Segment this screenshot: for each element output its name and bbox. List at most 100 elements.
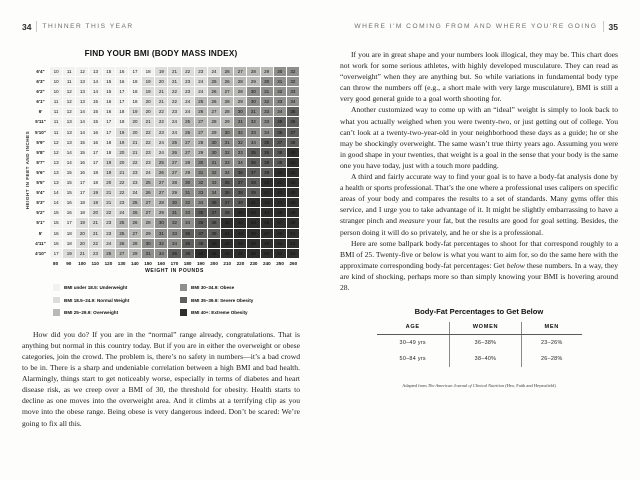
- bmi-cell: 34: [233, 156, 248, 168]
- bmi-cell: 37: [220, 197, 235, 209]
- bmi-cell: 23: [88, 247, 103, 259]
- bmi-cell: 28: [233, 86, 248, 98]
- bmi-cell: 22: [154, 106, 169, 118]
- bmi-cell: 19: [141, 76, 156, 88]
- bmi-cell: 47: [259, 227, 274, 239]
- bmi-cell: 43: [233, 227, 248, 239]
- bmi-cell: 27: [141, 197, 156, 209]
- bmi-cell: 35: [193, 207, 208, 219]
- bmi-weight-tick: 200: [210, 260, 218, 266]
- bmi-cell: 26: [193, 106, 208, 118]
- bmi-cell: 24: [167, 126, 182, 138]
- bmi-height-label: 5'6": [36, 169, 45, 175]
- bmi-cell: 31: [272, 76, 287, 88]
- bmi-cell: 30: [259, 76, 274, 88]
- bmi-cell: 32: [206, 166, 222, 179]
- bmi-cell: 18: [127, 76, 143, 88]
- bmi-cell: 17: [127, 65, 143, 78]
- bmi-cell: 16: [101, 96, 116, 108]
- legend-swatch-icon: [179, 283, 188, 292]
- bmi-cell: 34: [285, 96, 301, 108]
- left-body-text: How did you do? If you are in the “norma…: [22, 329, 300, 429]
- bmi-cell: 15: [101, 76, 116, 88]
- bmi-cell: 16: [48, 227, 64, 239]
- bmi-weight-tick: 140: [130, 260, 139, 266]
- paragraph-part: your fat, but the results are good for g…: [340, 216, 618, 237]
- bmi-cell: 46: [246, 237, 261, 249]
- bmi-cell: 21: [167, 76, 182, 88]
- source-suffix: (Heo, Faith and Heymsfield): [504, 382, 556, 388]
- bmi-cell: 18: [62, 227, 77, 239]
- bmi-cell: 48: [259, 237, 274, 249]
- bmi-cell: 14: [75, 106, 90, 118]
- bmi-height-label: 5'9": [36, 139, 45, 145]
- bmi-weight-tick: 260: [289, 260, 298, 266]
- bmi-cell: 23: [154, 126, 169, 138]
- bmi-cell: 26: [206, 96, 222, 108]
- bmi-cell: 15: [75, 146, 90, 158]
- bmi-cell: 30: [246, 86, 261, 98]
- bmi-cell: 12: [62, 86, 77, 98]
- bmi-cell: 12: [75, 65, 90, 78]
- bmi-cell: 14: [75, 116, 90, 128]
- bmi-cell: 13: [88, 65, 103, 78]
- bmi-cell: 35: [180, 227, 195, 239]
- bmi-cell: 18: [75, 207, 90, 219]
- bmi-cell: 36: [246, 156, 261, 168]
- bmi-cell: 21: [88, 227, 103, 239]
- bmi-cell: 43: [272, 187, 287, 199]
- bmi-cell: 27: [127, 227, 143, 239]
- axis-spacer: [32, 261, 49, 266]
- bmi-cell: 23: [141, 146, 156, 158]
- paragraph-part: Here are some ballpark body-fat percenta…: [340, 238, 618, 270]
- bmi-cell: 15: [88, 116, 103, 128]
- bmi-row: 5'8" 12 14 15 17 18 20 21 23 24 26 27 29 30 32 33 35 36 38…: [32, 146, 301, 158]
- bmi-cell: 24: [154, 146, 169, 158]
- bmi-weight-tick: 210: [223, 260, 232, 266]
- bmi-cell: 23: [127, 166, 143, 179]
- bmi-cell: 19: [114, 126, 129, 138]
- bmi-cell: 11: [48, 106, 64, 118]
- bmi-height-label: 6'4": [36, 69, 45, 74]
- bmi-cell: 21: [141, 116, 156, 128]
- bmi-cell: 14: [88, 76, 103, 88]
- bmi-cell: 21: [75, 247, 90, 259]
- bmi-cell: 44: [259, 207, 274, 219]
- bmi-cell: 18: [114, 116, 129, 128]
- bmi-cell: 35: [285, 106, 301, 118]
- bmi-cell: 26: [141, 187, 156, 199]
- bmi-cell: 21: [154, 96, 169, 108]
- bmi-cell: 19: [154, 65, 169, 78]
- bodyfat-cell: 38–40%: [448, 350, 522, 367]
- bmi-weight-tick: 190: [197, 260, 205, 266]
- paragraph: A third and fairly accurate way to find …: [340, 171, 618, 238]
- legend-item: BMI 25–29.9: Overweight: [52, 308, 173, 317]
- bmi-cell: 38: [246, 177, 261, 189]
- bmi-cell: 19: [114, 136, 129, 148]
- bmi-cell: 40: [272, 166, 287, 179]
- bmi-cell: 36: [285, 116, 301, 128]
- bmi-cell: 39: [233, 197, 248, 209]
- bmi-cell: 13: [75, 96, 90, 108]
- bmi-cell: 29: [220, 116, 235, 128]
- bmi-cell: 21: [127, 146, 143, 158]
- bmi-cell: 35: [246, 146, 261, 158]
- bmi-cell: 28: [220, 106, 235, 118]
- bmi-cell: 40: [206, 237, 222, 249]
- bmi-cell: 17: [88, 156, 103, 168]
- legend-label: BMI under 18.5: Underweight: [64, 285, 128, 291]
- legend-label: BMI 25–29.9: Overweight: [64, 310, 119, 316]
- bmi-cell: 16: [114, 76, 129, 88]
- folio-right: 35: [608, 21, 618, 32]
- bmi-cell: 49: [285, 217, 301, 229]
- bmi-cell: 33: [259, 116, 274, 128]
- bmi-cell: 19: [101, 156, 116, 168]
- bmi-cell: 22: [88, 237, 103, 249]
- bmi-cell: 27: [180, 146, 195, 158]
- bmi-cell: 40: [193, 247, 208, 259]
- bmi-cell: 38: [220, 207, 235, 219]
- bmi-cell: 37: [272, 136, 287, 148]
- bmi-cell: 26: [167, 146, 182, 158]
- bmi-cell: 29: [141, 227, 156, 239]
- bmi-cell: 24: [154, 136, 169, 148]
